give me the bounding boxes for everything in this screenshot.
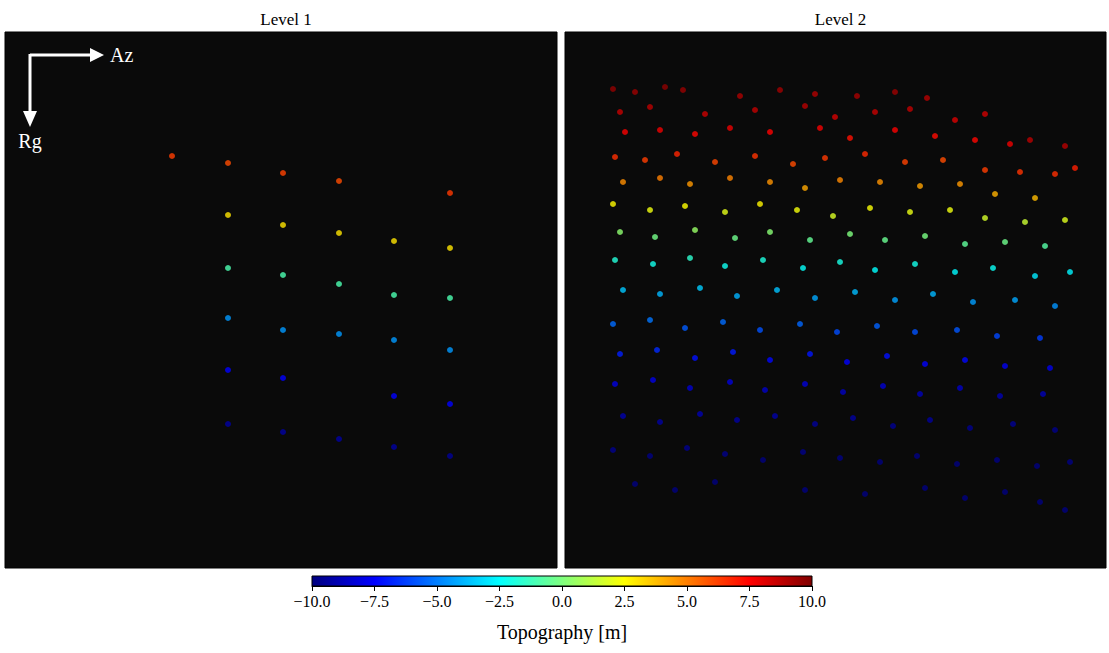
svg-text:Az: Az (110, 44, 133, 66)
svg-text:−2.5: −2.5 (485, 593, 514, 610)
svg-text:0.0: 0.0 (552, 593, 572, 610)
svg-text:Level 2: Level 2 (815, 10, 866, 29)
svg-text:Rg: Rg (18, 130, 41, 153)
svg-text:−5.0: −5.0 (422, 593, 451, 610)
svg-text:7.5: 7.5 (740, 593, 760, 610)
svg-text:5.0: 5.0 (677, 593, 697, 610)
svg-text:−10.0: −10.0 (293, 593, 330, 610)
svg-text:−7.5: −7.5 (360, 593, 389, 610)
svg-text:Topography [m]: Topography [m] (497, 621, 627, 644)
svg-text:10.0: 10.0 (798, 593, 826, 610)
svg-text:2.5: 2.5 (615, 593, 635, 610)
svg-text:Level 1: Level 1 (260, 10, 311, 29)
